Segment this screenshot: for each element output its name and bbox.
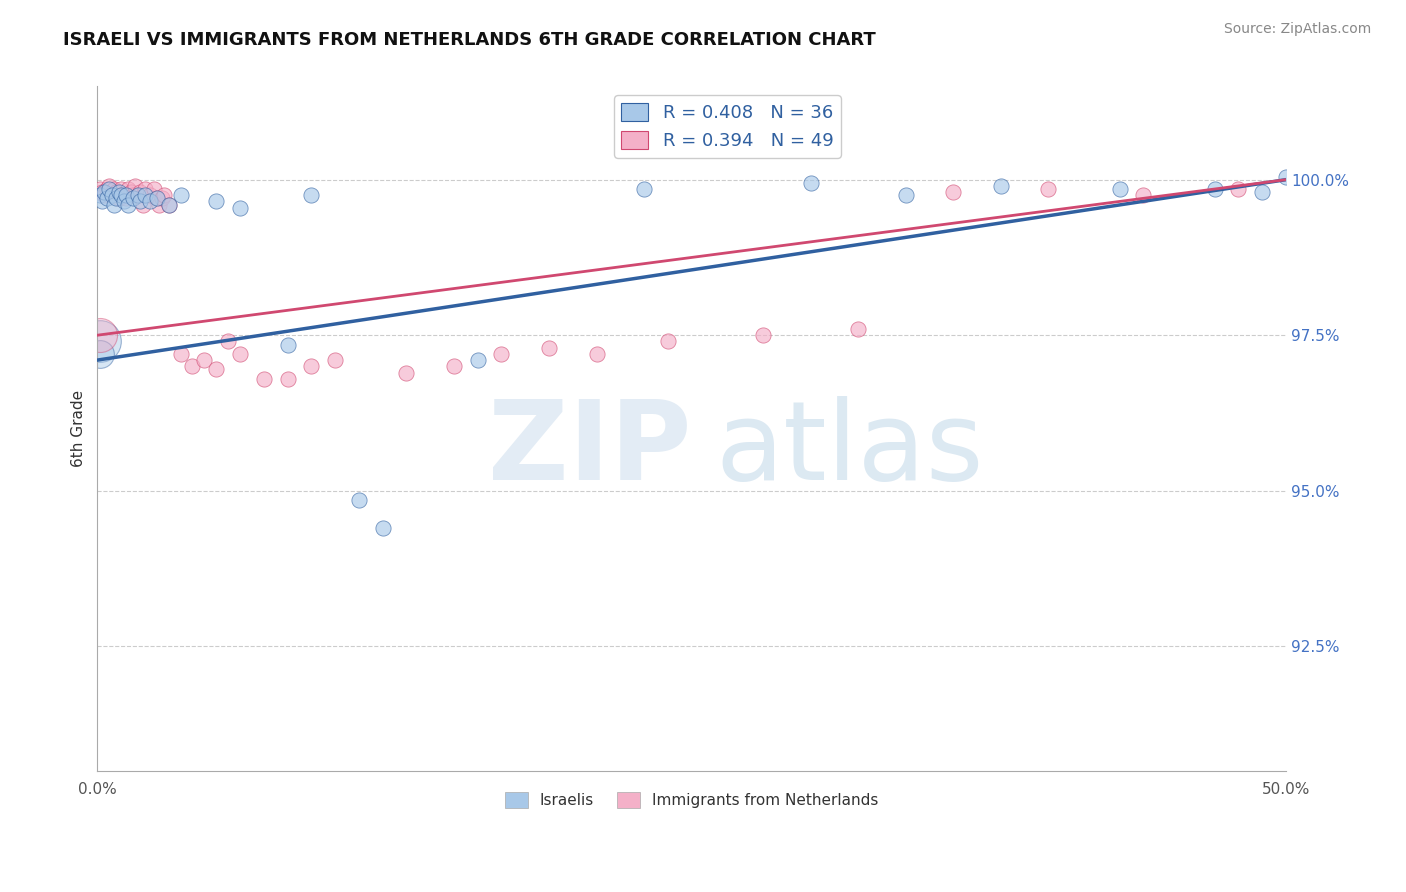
Point <box>395 366 418 380</box>
Point <box>1251 185 1274 199</box>
Point <box>1132 188 1154 202</box>
Point <box>299 188 322 202</box>
Point <box>110 182 132 196</box>
Point <box>100 188 122 202</box>
Point <box>89 328 111 343</box>
Point <box>124 178 146 193</box>
Point <box>277 372 299 386</box>
Point <box>134 188 156 202</box>
Point <box>347 493 370 508</box>
Point <box>253 372 276 386</box>
Point <box>96 182 118 196</box>
Point <box>299 359 322 374</box>
Point <box>205 362 228 376</box>
Point <box>112 194 135 209</box>
Point <box>217 334 239 349</box>
Point <box>146 191 169 205</box>
Point <box>91 185 114 199</box>
Point <box>1108 182 1130 196</box>
Point <box>148 197 170 211</box>
Point <box>129 194 152 209</box>
Point <box>371 521 394 535</box>
Point <box>633 182 655 196</box>
Point <box>110 188 132 202</box>
Point <box>1204 182 1226 196</box>
Text: ISRAELI VS IMMIGRANTS FROM NETHERLANDS 6TH GRADE CORRELATION CHART: ISRAELI VS IMMIGRANTS FROM NETHERLANDS 6… <box>63 31 876 49</box>
Point <box>131 197 153 211</box>
Point <box>467 353 489 368</box>
Point <box>107 191 129 205</box>
Point <box>112 188 135 202</box>
Point <box>117 182 139 196</box>
Point <box>120 185 142 199</box>
Point <box>537 341 560 355</box>
Point <box>799 176 821 190</box>
Point <box>103 182 125 196</box>
Point <box>277 337 299 351</box>
Point <box>96 191 118 205</box>
Point <box>138 188 160 202</box>
Point <box>153 188 176 202</box>
Point <box>127 188 149 202</box>
Text: atlas: atlas <box>716 395 984 502</box>
Point <box>752 328 775 343</box>
Point <box>143 182 166 196</box>
Point <box>1275 169 1298 184</box>
Point <box>93 188 115 202</box>
Y-axis label: 6th Grade: 6th Grade <box>72 390 86 467</box>
Point <box>93 185 115 199</box>
Point <box>150 191 173 205</box>
Point <box>122 188 145 202</box>
Point <box>193 353 215 368</box>
Point <box>105 185 128 199</box>
Point <box>103 197 125 211</box>
Point <box>205 194 228 209</box>
Point <box>169 188 191 202</box>
Point <box>138 194 160 209</box>
Point <box>157 197 180 211</box>
Point <box>89 347 111 361</box>
Point <box>134 182 156 196</box>
Point <box>229 201 252 215</box>
Point <box>105 191 128 205</box>
Point <box>585 347 607 361</box>
Point <box>990 178 1012 193</box>
Point <box>443 359 465 374</box>
Point <box>107 185 129 199</box>
Point <box>181 359 204 374</box>
Point <box>846 322 869 336</box>
Point <box>98 178 121 193</box>
Point <box>1038 182 1060 196</box>
Point <box>491 347 513 361</box>
Point <box>157 197 180 211</box>
Point <box>89 334 111 349</box>
Point <box>146 191 169 205</box>
Legend: Israelis, Immigrants from Netherlands: Israelis, Immigrants from Netherlands <box>499 786 884 814</box>
Point <box>657 334 679 349</box>
Point <box>122 191 145 205</box>
Point <box>91 194 114 209</box>
Point <box>894 188 917 202</box>
Point <box>942 185 965 199</box>
Text: ZIP: ZIP <box>488 395 692 502</box>
Point <box>89 182 111 196</box>
Point <box>229 347 252 361</box>
Point <box>115 188 138 202</box>
Point <box>100 188 122 202</box>
Point <box>129 185 152 199</box>
Point <box>89 188 111 202</box>
Point <box>127 188 149 202</box>
Point <box>115 191 138 205</box>
Text: Source: ZipAtlas.com: Source: ZipAtlas.com <box>1223 22 1371 37</box>
Point <box>169 347 191 361</box>
Point <box>117 197 139 211</box>
Point <box>98 182 121 196</box>
Point <box>1227 182 1250 196</box>
Point <box>323 353 346 368</box>
